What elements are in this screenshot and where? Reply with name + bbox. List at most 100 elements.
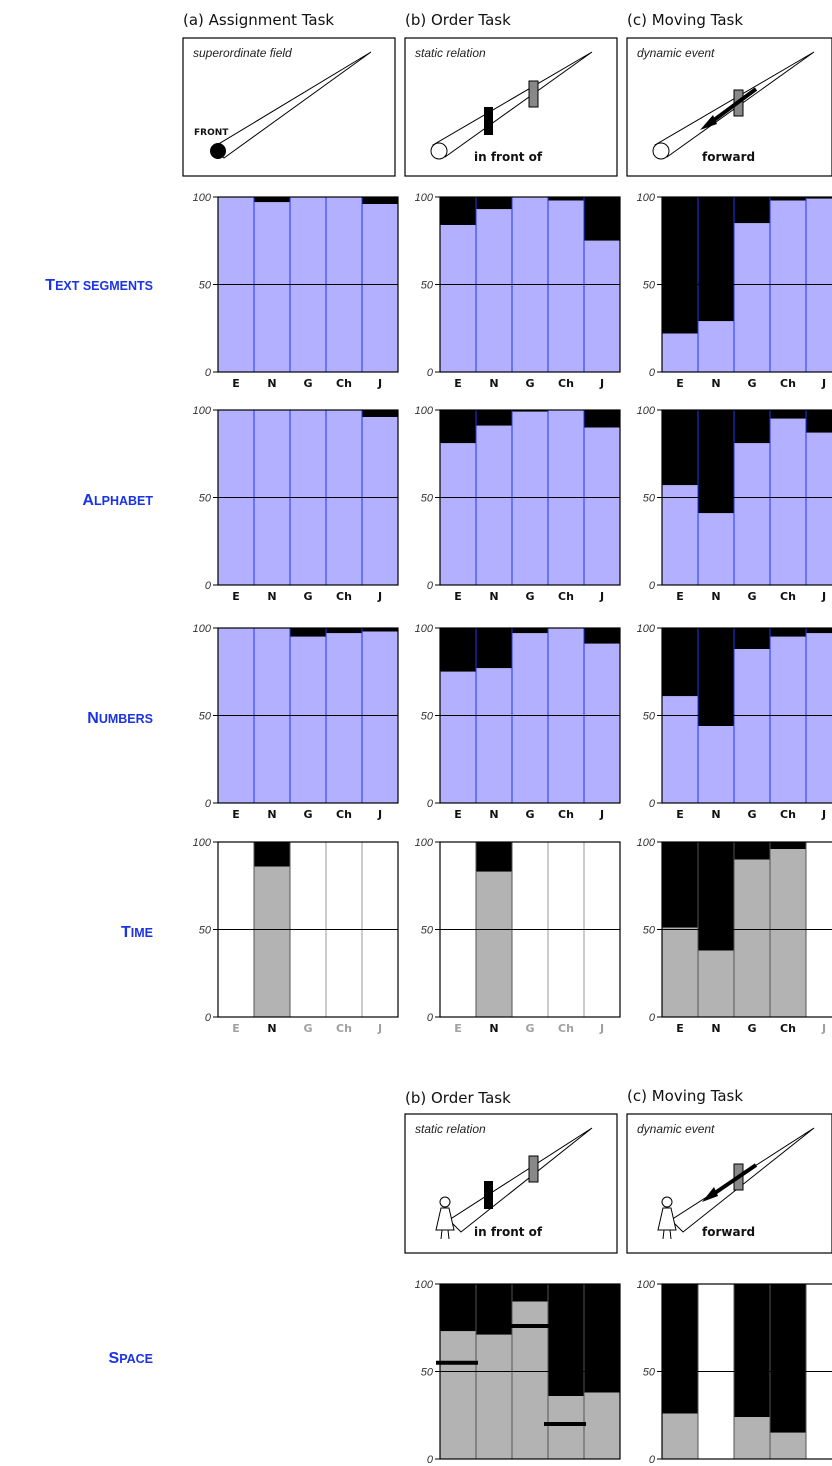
- bar-remainder-ch: [548, 197, 584, 201]
- x-tick-label-n: N: [711, 808, 720, 821]
- bar-e: [662, 927, 698, 1017]
- bar-remainder-j: [806, 410, 832, 433]
- bar-remainder-j: [584, 197, 620, 241]
- bar-remainder-n: [254, 842, 290, 867]
- chart-text-segments-a-assignment-task: 0 50 100 E N G Ch J: [193, 192, 399, 390]
- y-tick-label: 0: [427, 1012, 434, 1024]
- front-object-icon: [484, 1181, 493, 1209]
- y-tick-label: 50: [199, 493, 212, 505]
- bar-remainder-n: [476, 410, 512, 426]
- x-tick-label-n: N: [711, 1464, 720, 1466]
- y-tick-label: 50: [421, 1367, 434, 1379]
- y-tick-label: 100: [637, 192, 656, 204]
- x-tick-label-e: E: [232, 808, 240, 821]
- charts: 0 50 100 E N G Ch J 0 50 100 E N G Ch J 0 50 100 E N G Ch J 0 50 1…: [193, 192, 832, 1466]
- x-tick-label-ch: Ch: [780, 377, 796, 390]
- y-tick-label: 0: [649, 580, 656, 592]
- x-tick-label-j: J: [377, 377, 382, 390]
- illustration-assignment: superordinate field FRONT: [182, 37, 396, 177]
- chart-space-b-order-task: 0 50 100 E N G Ch J: [415, 1279, 621, 1466]
- bar-ch: [770, 200, 806, 372]
- y-tick-label: 50: [643, 925, 656, 937]
- bar-remainder-g: [734, 410, 770, 444]
- bar-n: [476, 209, 512, 372]
- x-tick-label-ch: Ch: [336, 377, 352, 390]
- x-tick-label-e: E: [676, 808, 684, 821]
- chart-space-c-moving-task: 0 50 100 E N G Ch J: [637, 1279, 832, 1466]
- bar-remainder-g: [290, 628, 326, 637]
- x-tick-label-j: J: [821, 808, 826, 821]
- caption-static-relation: static relation: [415, 46, 486, 60]
- bar-remainder-g: [734, 197, 770, 224]
- y-tick-label: 100: [637, 837, 656, 849]
- bar-remainder-e: [662, 197, 698, 334]
- label-in-front-of: in front of: [474, 150, 543, 164]
- label-forward: forward: [702, 150, 755, 164]
- y-tick-label: 0: [427, 367, 434, 379]
- row-label-alphabet: ALPHABET: [82, 492, 153, 509]
- bar-ch: [770, 418, 806, 585]
- y-tick-label: 100: [415, 623, 434, 635]
- chart-time-b-order-task: 0 50 100 E N G Ch J: [415, 837, 621, 1035]
- x-tick-label-j: J: [821, 377, 826, 390]
- motion-arrow-icon: [708, 87, 758, 125]
- bar-j: [362, 204, 398, 372]
- x-tick-label-g: G: [303, 377, 312, 390]
- bar-n: [698, 950, 734, 1017]
- x-tick-label-n: N: [711, 590, 720, 603]
- y-tick-label: 50: [199, 711, 212, 723]
- y-tick-label: 50: [421, 493, 434, 505]
- bar-n: [476, 871, 512, 1017]
- x-tick-label-e: E: [232, 590, 240, 603]
- bar-remainder-ch: [326, 628, 362, 634]
- x-tick-label-ch: Ch: [336, 808, 352, 821]
- x-tick-label-j: J: [821, 1464, 826, 1466]
- y-tick-label: 0: [205, 580, 212, 592]
- bar-g: [734, 649, 770, 803]
- bar-remainder-g: [512, 410, 548, 412]
- x-tick-label-j: J: [599, 1464, 604, 1466]
- caption-dynamic-event: dynamic event: [637, 1122, 715, 1136]
- x-tick-label-g: G: [747, 808, 756, 821]
- chart-time-c-moving-task: 0 50 100 E N G Ch J: [637, 837, 832, 1035]
- bar-remainder-e: [440, 197, 476, 225]
- x-tick-label-j: J: [377, 590, 382, 603]
- bar-e: [440, 671, 476, 803]
- bar-remainder-n: [254, 197, 290, 203]
- bar-e: [662, 1413, 698, 1459]
- person-icon: [435, 1196, 455, 1240]
- bar-remainder-e: [440, 410, 476, 444]
- x-tick-label-g: G: [525, 808, 534, 821]
- x-tick-label-n: N: [489, 590, 498, 603]
- bar-ch: [548, 1396, 584, 1459]
- x-tick-label-n: N: [711, 1022, 720, 1035]
- bar-remainder-j: [362, 628, 398, 632]
- illustration-order-space: static relation in front of: [404, 1113, 618, 1254]
- x-tick-label-e: E: [676, 377, 684, 390]
- caption-superordinate-field: superordinate field: [193, 46, 292, 60]
- x-tick-label-n: N: [267, 377, 276, 390]
- bar-remainder-ch: [548, 1284, 584, 1396]
- bar-remainder-e: [440, 1284, 476, 1332]
- bar-ch: [548, 200, 584, 372]
- x-tick-label-j: J: [377, 1022, 382, 1035]
- y-tick-label: 100: [415, 192, 434, 204]
- bar-n: [476, 425, 512, 585]
- observer-circle-icon: [652, 142, 670, 160]
- x-tick-label-ch: Ch: [558, 1022, 574, 1035]
- y-tick-label: 50: [199, 925, 212, 937]
- x-tick-label-j: J: [377, 808, 382, 821]
- bar-n: [698, 321, 734, 372]
- y-tick-label: 0: [649, 798, 656, 810]
- bar-n: [254, 202, 290, 372]
- x-tick-label-j: J: [821, 590, 826, 603]
- title-order-task: (b) Order Task: [405, 11, 511, 29]
- x-tick-label-n: N: [711, 377, 720, 390]
- bar-g: [734, 443, 770, 585]
- chart-time-a-assignment-task: 0 50 100 E N G Ch J: [193, 837, 399, 1035]
- y-tick-label: 0: [427, 580, 434, 592]
- bar-j: [362, 417, 398, 585]
- x-tick-label-e: E: [454, 808, 462, 821]
- y-tick-label: 50: [643, 493, 656, 505]
